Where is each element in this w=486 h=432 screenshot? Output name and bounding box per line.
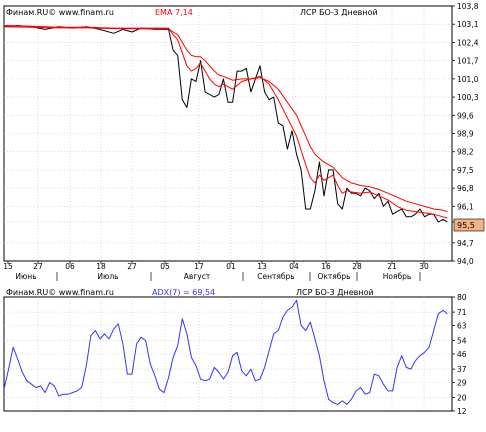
top-y-tick-label: 96,8 (457, 184, 474, 193)
bottom-y-tick-label: 54 (457, 337, 467, 346)
x-day-label: 06 (65, 262, 75, 271)
top-y-tick-label: 103,1 (457, 20, 479, 29)
x-month-label: Ноябрь (383, 272, 412, 281)
top-series-line-1 (3, 25, 448, 219)
top-y-tick-label: 98,9 (457, 130, 474, 139)
last-value-label: 95,5 (457, 221, 475, 230)
bottom-instrument-label: ЛСР БО-3 Дневной (296, 288, 374, 297)
bottom-y-axis: 12 20 29 37 46 54 63 71 80 (452, 293, 467, 416)
x-day-label: 16 (321, 262, 331, 271)
x-day-label: 18 (96, 262, 106, 271)
x-month-label: Июнь (15, 272, 36, 281)
top-indicator-label: EMA 7,14 (155, 8, 193, 17)
x-day-label: 04 (289, 262, 299, 271)
x-day-label: 05 (160, 262, 170, 271)
bottom-y-tick-label: 63 (457, 322, 467, 331)
top-y-tick-label: 103,8 (457, 2, 479, 11)
top-y-tick-label: 97,5 (457, 166, 474, 175)
top-y-tick-label: 101,0 (457, 75, 479, 84)
bottom-y-tick-label: 80 (457, 293, 467, 302)
x-day-label: 15 (3, 262, 13, 271)
bottom-series-line-0 (3, 299, 448, 405)
x-day-label: 01 (226, 262, 236, 271)
top-y-tick-label: 98,2 (457, 148, 474, 157)
last-value-box (453, 218, 485, 232)
bottom-y-tick-label: 12 (457, 407, 467, 416)
bottom-plot-frame (3, 296, 453, 412)
top-series-line-2 (3, 26, 448, 213)
top-y-tick-label: 99,6 (457, 111, 474, 120)
bottom-y-tick-label: 37 (457, 365, 467, 374)
top-series (3, 25, 448, 223)
bottom-grid (4, 297, 452, 411)
top-series-line-0 (3, 25, 448, 223)
bottom-y-tick-label: 71 (457, 308, 467, 317)
bottom-y-tick-label: 29 (457, 379, 467, 388)
top-grid (4, 6, 452, 261)
x-axis: 15 27 06 18 27 05 17 01 13 04 16 28 21 30 Июнь Июль Авгу… (3, 261, 429, 281)
top-y-tick-label: 100,3 (457, 93, 479, 102)
x-month-label: Октябрь (317, 272, 350, 281)
bottom-y-tick-label: 20 (457, 394, 467, 403)
top-y-tick-label: 101,7 (457, 57, 479, 66)
x-day-label: 27 (127, 262, 137, 271)
x-month-label: Август (184, 272, 211, 281)
bottom-source-label: Финам.RU© www.finam.ru (6, 288, 114, 297)
top-y-tick-label: 102,4 (457, 38, 479, 47)
x-day-label: 17 (194, 262, 204, 271)
top-source-label: Финам.RU© www.finam.ru (6, 8, 114, 17)
x-day-label: 28 (352, 262, 362, 271)
x-day-label: 27 (33, 262, 43, 271)
top-y-tick-label: 94,7 (457, 239, 474, 248)
top-instrument-label: ЛСР БО-3 Дневной (300, 8, 378, 17)
x-month-label: Сентябрь (257, 272, 294, 281)
top-plot-frame (3, 5, 453, 262)
top-y-tick-label: 96,1 (457, 202, 474, 211)
top-y-tick-label: 94,0 (457, 257, 474, 266)
bottom-series (3, 299, 448, 405)
x-day-label: 13 (257, 262, 267, 271)
bottom-y-tick-label: 46 (457, 350, 467, 359)
x-day-label: 21 (387, 262, 397, 271)
x-month-label: Июль (97, 272, 118, 281)
x-day-label: 30 (419, 262, 429, 271)
bottom-indicator-label: ADX(7) = 69,54 (152, 288, 215, 297)
